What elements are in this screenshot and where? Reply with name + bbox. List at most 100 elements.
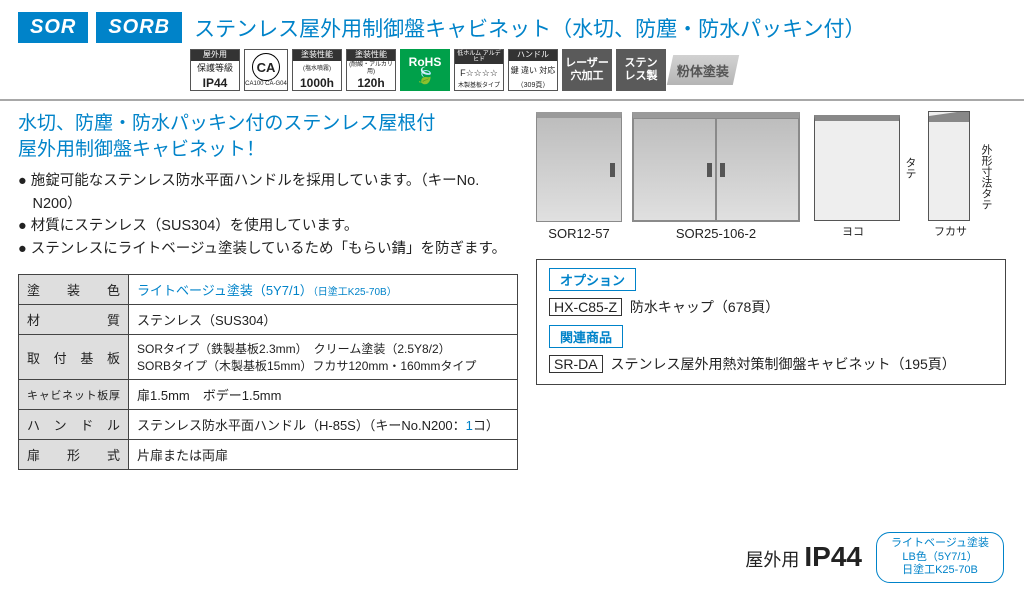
ip44-big: IP44 (804, 541, 862, 572)
left-column: 水切、防塵・防水パッキン付のステンレス屋根付 屋外用制御盤キャビネット！ 施錠可… (18, 111, 522, 470)
catch-l1: 水切、防塵・防水パッキン付のステンレス屋根付 (18, 111, 522, 137)
page-title: ステンレス屋外用制御盤キャビネット（水切、防塵・防水パッキン付） (194, 13, 865, 43)
b4t: 塗装性能 (347, 50, 395, 61)
bullet-3: ステンレスにライトベージュ塗装しているため「もらい錆」を防ぎます。 (18, 238, 522, 260)
catch-l2: 屋外用制御盤キャビネット！ (18, 137, 522, 163)
pill-l3: 日塗工K25-70B (891, 564, 989, 578)
related-tag: 関連商品 (549, 325, 623, 348)
spec-h-3: キャビネット板厚 (19, 380, 129, 410)
pill-l1: ライトベージュ塗装 (891, 537, 989, 551)
b6b: 木製基板タイプ (458, 83, 500, 90)
handle-icon (720, 163, 725, 177)
dim-fukasa: フカサ (934, 223, 967, 239)
s4one: 1 (466, 418, 473, 433)
badge-fstar: 低ホルム アルデヒド F☆☆☆☆ 木製基板タイプ (454, 49, 504, 91)
related-text: ステンレス屋外用熱対策制御盤キャビネット（195頁） (610, 356, 955, 372)
option-tag: オプション (549, 268, 636, 291)
badge-ca-sub: CA100 CA-G04 (245, 81, 287, 87)
b3t: 塗装性能 (293, 50, 341, 61)
handle-icon (610, 163, 615, 177)
spec-h-5: 扉 形 式 (19, 440, 129, 470)
badge-ip44: 屋外用 保護等級 IP44 (190, 49, 240, 91)
related-row: SR-DA ステンレス屋外用熱対策制御盤キャビネット（195頁） (549, 354, 993, 374)
spec-v-0b: （日塗工K25-70B） (313, 287, 397, 298)
table-row: 取 付 基 板SORタイプ（鉄製基板2.3mm） クリーム塗装（2.5Y8/2）… (19, 335, 518, 380)
cabinet-image-1 (536, 112, 622, 222)
badge-paint-1000h: 塗装性能 (塩水噴霧) 1000h (292, 49, 342, 91)
bullet-1: 施錠可能なステンレス防水平面ハンドルを採用しています。（キーNo. N200） (18, 170, 522, 215)
side-info-box: オプション HX-C85-Z 防水キャップ（678頁） 関連商品 SR-DA ス… (536, 259, 1006, 385)
badge-ca: CA CA100 CA-G04 (244, 49, 288, 91)
option-text: 防水キャップ（678頁） (630, 299, 779, 315)
spec-v-2: SORタイプ（鉄製基板2.3mm） クリーム塗装（2.5Y8/2） SORBタイ… (129, 335, 518, 380)
badge-powder: 粉体塗装 (667, 55, 739, 85)
dimension-diagram: タテ ヨコ 外形寸法タテ フカサ (814, 111, 998, 241)
divider (0, 99, 1024, 101)
badge-stainless: ステン レス製 (616, 49, 666, 91)
option-row: HX-C85-Z 防水キャップ（678頁） (549, 297, 993, 317)
dim-gaikei: 外形寸法タテ (978, 144, 994, 210)
gray-text: 粉体塗装 (677, 61, 729, 80)
option-code: HX-C85-Z (549, 298, 622, 316)
badge-ca-circle: CA (252, 53, 280, 81)
caption-2: SOR25-106-2 (632, 226, 800, 241)
ip44-pre: 屋外用 (745, 550, 799, 570)
product-images: SOR12-57 SOR25-106-2 (536, 112, 800, 241)
spec-v-1: ステンレス（SUS304） (129, 305, 518, 335)
catch-copy: 水切、防塵・防水パッキン付のステンレス屋根付 屋外用制御盤キャビネット！ (18, 111, 522, 162)
spec-table: 塗 装 色 ライトベージュ塗装（5Y7/1）（日塗工K25-70B） 材 質ステ… (18, 274, 518, 470)
product-tag-2: SORB (96, 12, 182, 43)
spec-h-0: 塗 装 色 (19, 275, 129, 305)
spec-v-0: ライトベージュ塗装（5Y7/1）（日塗工K25-70B） (129, 275, 518, 305)
s4b: コ） (473, 418, 499, 433)
b3b: 1000h (300, 77, 334, 90)
handle-icon (707, 163, 712, 177)
caption-1: SOR12-57 (536, 226, 622, 241)
b7t: ハンドル (509, 50, 557, 61)
spec-h-2: 取 付 基 板 (19, 335, 129, 380)
badge-bar: 屋外用 保護等級 IP44 CA CA100 CA-G04 塗装性能 (塩水噴霧… (0, 49, 1024, 97)
table-row: 扉 形 式片扉または両扉 (19, 440, 518, 470)
badge-ip44-top: 屋外用 (191, 50, 239, 61)
spec-v-5: 片扉または両扉 (129, 440, 518, 470)
table-row: 塗 装 色 ライトベージュ塗装（5Y7/1）（日塗工K25-70B） (19, 275, 518, 305)
dim-side (928, 111, 970, 221)
b4b: 120h (357, 77, 384, 90)
lb-pill: ライトベージュ塗装 LB色（5Y7/1） 日塗工K25-70B (876, 532, 1004, 583)
table-row: キャビネット板厚扉1.5mm ボデー1.5mm (19, 380, 518, 410)
b6t: 低ホルム アルデヒド (455, 50, 503, 64)
spec-h-4: ハ ン ド ル (19, 410, 129, 440)
badge-ip44-mid: 保護等級 (191, 61, 239, 77)
bullet-2: 材質にステンレス（SUS304）を使用しています。 (18, 215, 522, 237)
b3m: (塩水噴霧) (293, 61, 341, 77)
right-column: SOR12-57 SOR25-106-2 タテ ヨコ 外形寸法タテ フカサ オプ… (536, 111, 1006, 470)
badge-laser: レーザー 穴加工 (562, 49, 612, 91)
header-row: SOR SORB ステンレス屋外用制御盤キャビネット（水切、防塵・防水パッキン付… (0, 0, 1024, 49)
footer: 屋外用 IP44 ライトベージュ塗装 LB色（5Y7/1） 日塗工K25-70B (745, 532, 1004, 583)
b7m: 鍵 違い 対応 (509, 61, 557, 83)
inv1-text: レーザー 穴加工 (565, 57, 609, 83)
product-tag-1: SOR (18, 12, 88, 43)
dim-tate: タテ (902, 157, 918, 179)
rohs-text: RoHS (409, 55, 442, 69)
spec-h-1: 材 質 (19, 305, 129, 335)
dim-yoko: ヨコ (842, 223, 864, 239)
spec-v-3: 扉1.5mm ボデー1.5mm (129, 380, 518, 410)
cabinet-image-2 (632, 112, 800, 222)
spec-v-4: ステンレス防水平面ハンドル（H-85S）（キーNo.N200：1コ） (129, 410, 518, 440)
main-row: 水切、防塵・防水パッキン付のステンレス屋根付 屋外用制御盤キャビネット！ 施錠可… (0, 111, 1024, 470)
badge-ip44-bot: IP44 (203, 77, 228, 90)
badge-handle: ハンドル 鍵 違い 対応 （309頁） (508, 49, 558, 91)
ip44-label: 屋外用 IP44 (745, 541, 862, 573)
inv2-text: ステン レス製 (625, 57, 658, 83)
dim-front (814, 115, 900, 221)
badge-rohs: RoHS 🍃 (400, 49, 450, 91)
badge-paint-120h: 塗装性能 (耐酸・アルカリ用) 120h (346, 49, 396, 91)
leaf-icon: 🍃 (415, 69, 435, 85)
pill-l2: LB色（5Y7/1） (891, 551, 989, 565)
feature-bullets: 施錠可能なステンレス防水平面ハンドルを採用しています。（キーNo. N200） … (18, 170, 522, 260)
table-row: ハ ン ド ル ステンレス防水平面ハンドル（H-85S）（キーNo.N200：1… (19, 410, 518, 440)
spec-v-0a: ライトベージュ塗装（5Y7/1） (137, 283, 313, 298)
related-code: SR-DA (549, 355, 603, 373)
b4m: (耐酸・アルカリ用) (347, 61, 395, 77)
